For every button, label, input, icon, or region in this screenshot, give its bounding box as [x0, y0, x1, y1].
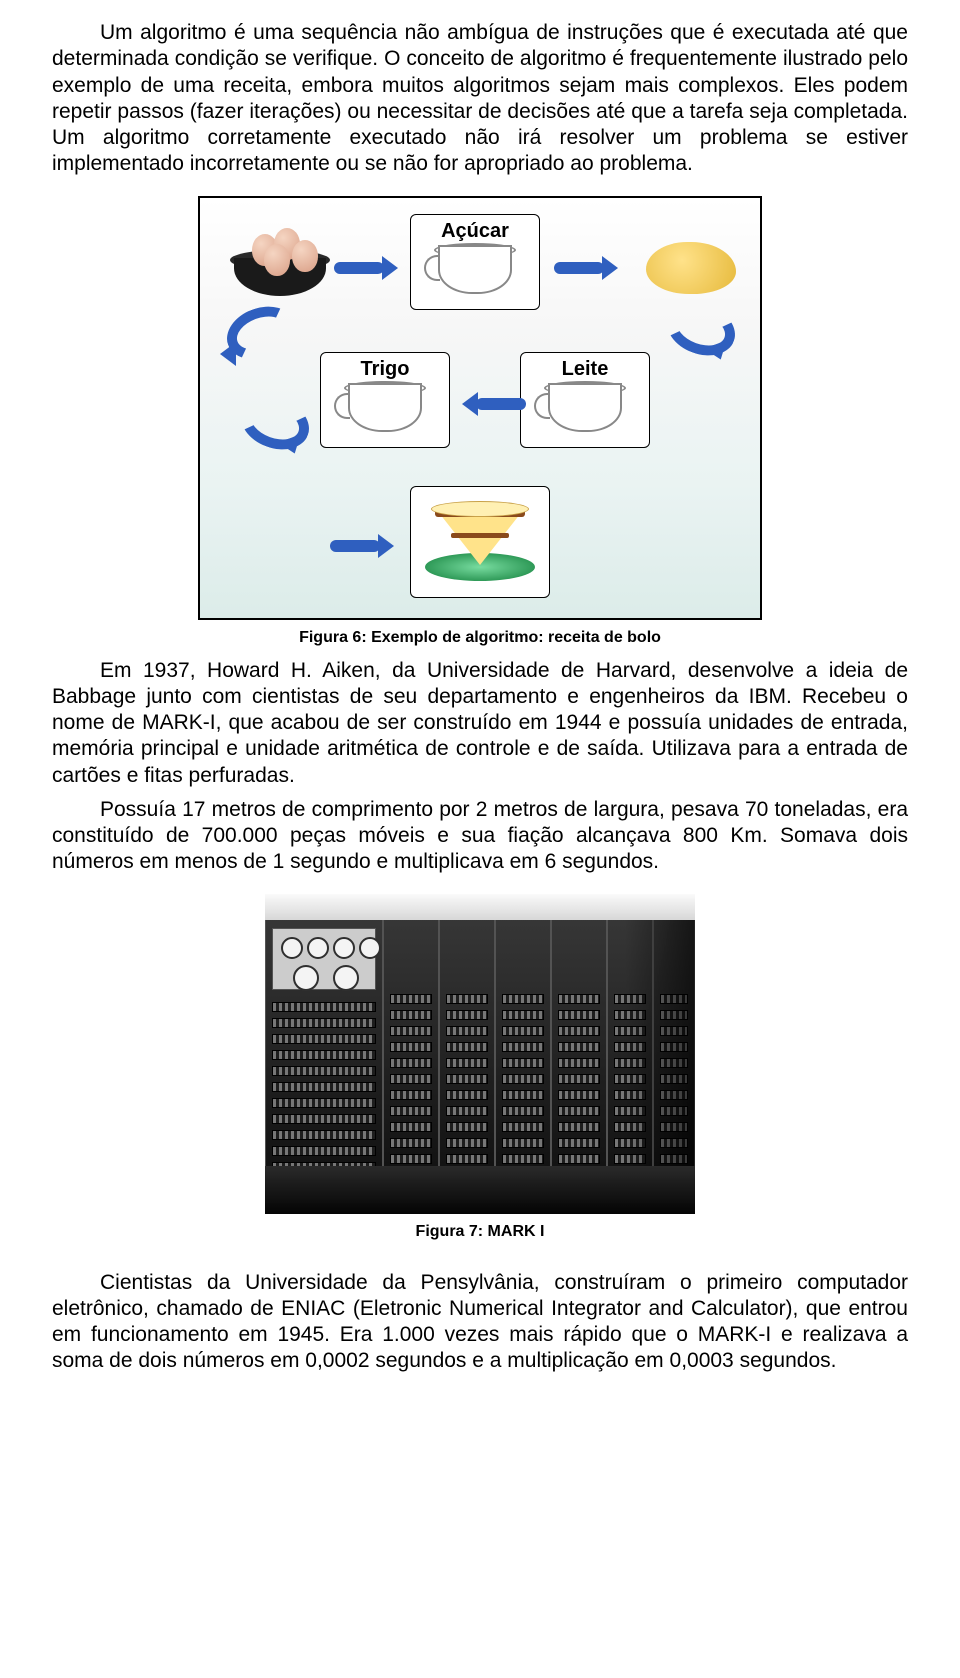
card-trigo: Trigo — [320, 352, 450, 448]
arrow-leite-to-trigo — [456, 378, 526, 428]
mark1-photo — [265, 894, 695, 1214]
eggs-icon — [224, 214, 334, 300]
label-trigo: Trigo — [361, 357, 410, 382]
arrow-acucar-to-dough — [554, 242, 624, 292]
arrow-eggs-to-acucar — [334, 242, 404, 292]
arrow-to-cake — [330, 520, 400, 570]
figure-6: Açúcar Trigo Leite — [52, 196, 908, 648]
paragraph-2a: Em 1937, Howard H. Aiken, da Universidad… — [52, 658, 908, 789]
figure-7-caption: Figura 7: MARK I — [52, 1222, 908, 1242]
dough-icon — [638, 224, 738, 294]
label-acucar: Açúcar — [441, 219, 509, 244]
document-page: Um algoritmo é uma sequência não ambígua… — [0, 0, 960, 1423]
arrow-left-loop — [226, 308, 296, 358]
card-acucar: Açúcar — [410, 214, 540, 310]
label-leite: Leite — [562, 357, 609, 382]
card-leite: Leite — [520, 352, 650, 448]
paragraph-3: Cientistas da Universidade da Pensylvâni… — [52, 1270, 908, 1375]
recipe-infographic: Açúcar Trigo Leite — [198, 196, 762, 620]
paragraph-2b: Possuía 17 metros de comprimento por 2 m… — [52, 797, 908, 876]
figure-6-caption: Figura 6: Exemplo de algoritmo: receita … — [52, 628, 908, 648]
paragraph-1: Um algoritmo é uma sequência não ambígua… — [52, 20, 908, 178]
card-cake — [410, 486, 550, 598]
arrow-dough-to-leite — [666, 304, 736, 354]
arrow-trigo-down — [240, 398, 310, 448]
figure-7: Figura 7: MARK I — [52, 894, 908, 1242]
